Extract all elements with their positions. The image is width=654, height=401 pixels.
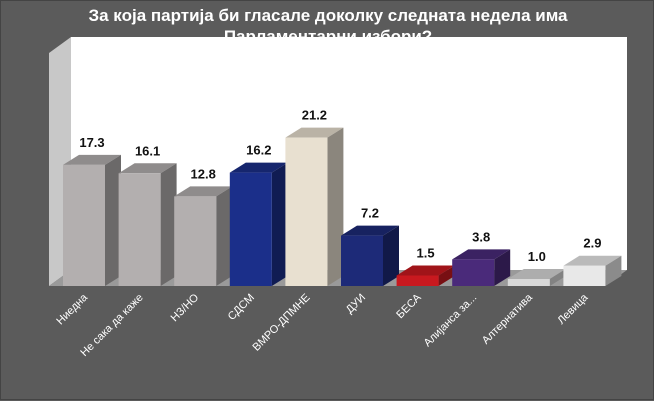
bar-top-face — [341, 225, 399, 236]
value-label-3: 16.2 — [246, 143, 271, 158]
bar-top-face — [396, 265, 455, 276]
bar-top-face — [563, 255, 622, 266]
bar-top-face — [174, 186, 233, 197]
bar-1 — [118, 163, 177, 286]
bar-front-face — [285, 137, 328, 286]
bar-front-face — [63, 164, 105, 286]
value-label-6: 1.5 — [417, 246, 435, 261]
bar-front-face — [229, 172, 272, 286]
bar-top-face — [285, 127, 344, 138]
bar-side-face — [105, 154, 121, 286]
category-label-9: Левица — [555, 291, 591, 327]
bar-top-face — [452, 249, 511, 260]
category-label-2: НЗ/НО — [169, 291, 202, 324]
bar-top-face — [229, 162, 288, 173]
bar-side-face — [438, 265, 455, 286]
bar-9 — [563, 255, 622, 286]
category-label-8: Алтернатива — [480, 291, 536, 347]
value-label-1: 16.1 — [135, 143, 160, 158]
category-label-7: Алијанса за... — [422, 292, 480, 350]
bar-front-face — [118, 173, 161, 286]
bar-front-face — [507, 279, 550, 286]
bar-5 — [341, 225, 399, 286]
category-label-0: Ниедна — [54, 291, 90, 327]
value-label-4: 21.2 — [302, 108, 327, 123]
category-label-4: ВМРО-ДПМНЕ — [251, 292, 313, 354]
bar-front-face — [174, 196, 217, 286]
category-label-6: БЕСА — [394, 291, 424, 321]
value-label-5: 7.2 — [361, 206, 379, 221]
value-label-7: 3.8 — [472, 229, 490, 244]
bar-front-face — [452, 259, 495, 286]
value-label-8: 1.0 — [528, 249, 546, 264]
bar-3 — [229, 162, 288, 286]
bar-front-face — [396, 275, 439, 286]
category-label-5: ДУИ — [344, 292, 368, 316]
bar-side-face — [216, 186, 233, 286]
bar-side-face — [160, 163, 177, 286]
bar-0 — [63, 154, 121, 286]
bar-top-face — [63, 154, 121, 165]
bar-side-face — [549, 269, 566, 286]
value-label-0: 17.3 — [79, 135, 104, 150]
bar-6 — [396, 265, 455, 286]
bar-side-face — [271, 162, 288, 286]
bar-8 — [507, 269, 566, 286]
bar-side-face — [327, 127, 344, 286]
bar-side-face — [494, 249, 511, 286]
value-label-9: 2.9 — [583, 236, 601, 251]
bar-top-face — [118, 163, 177, 174]
bar-side-face — [383, 225, 399, 286]
category-label-3: СДСМ — [226, 292, 257, 323]
bar-side-face — [605, 255, 622, 286]
bar-top-face — [507, 269, 566, 279]
bar-2 — [174, 186, 233, 286]
bar-4 — [285, 127, 344, 286]
bar-7 — [452, 249, 511, 286]
value-label-2: 12.8 — [191, 166, 216, 181]
bar-front-face — [563, 265, 606, 286]
bar-front-face — [341, 235, 383, 286]
